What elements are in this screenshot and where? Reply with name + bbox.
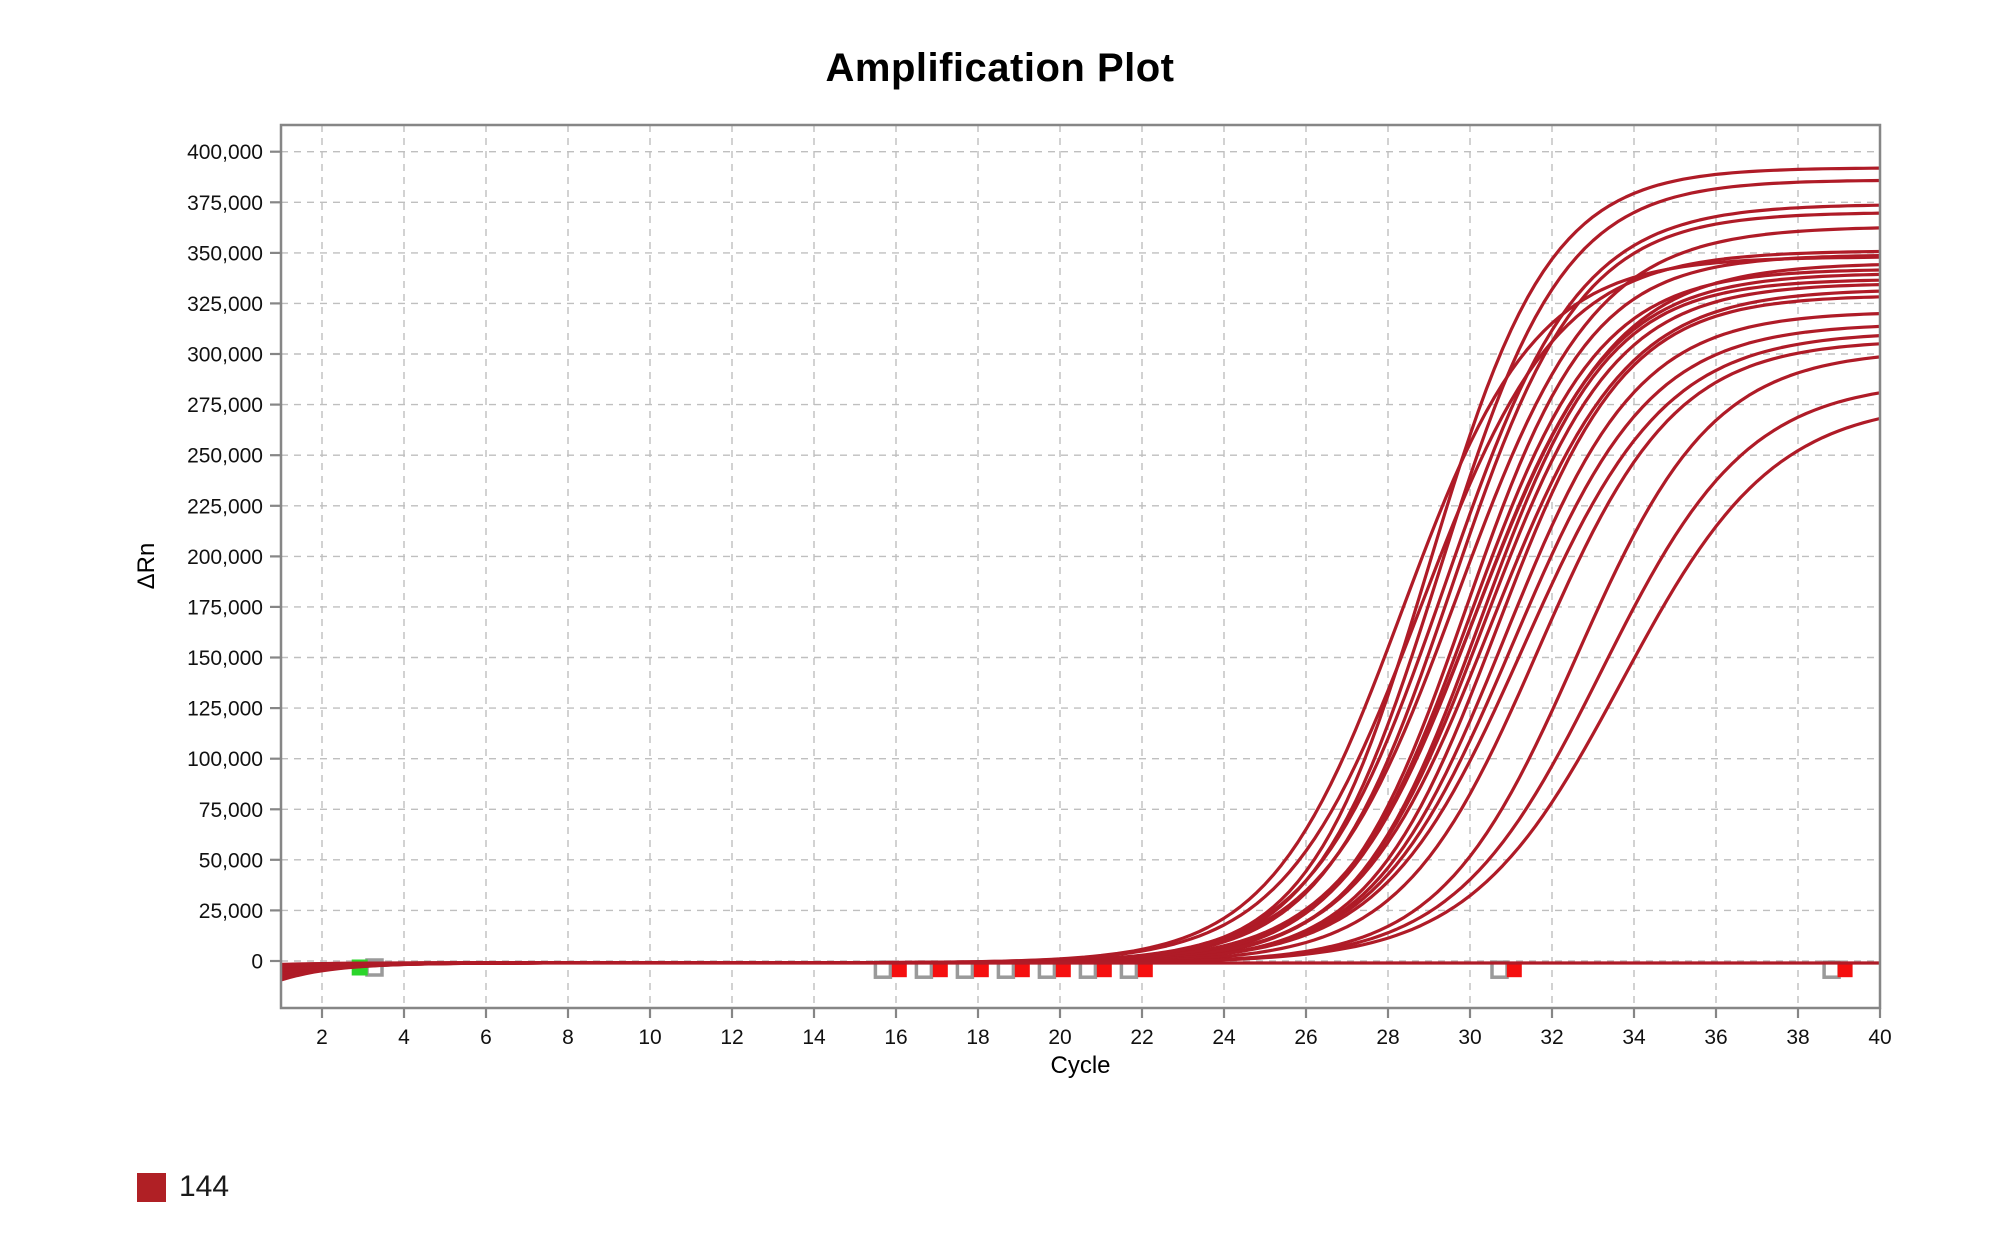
amplification-curve <box>280 166 1881 982</box>
y-tick-label: 325,000 <box>187 293 263 316</box>
amplification-curve <box>280 295 1881 979</box>
x-tick-label: 40 <box>1868 1026 1891 1049</box>
y-tick-label: 400,000 <box>187 141 263 164</box>
x-tick-label: 8 <box>562 1026 574 1049</box>
x-tick-label: 22 <box>1130 1026 1153 1049</box>
x-tick-label: 14 <box>802 1026 826 1049</box>
x-tick-label: 18 <box>966 1026 989 1049</box>
x-tick-label: 6 <box>480 1026 492 1049</box>
amplification-curve <box>280 416 1881 981</box>
x-tick-label: 36 <box>1704 1026 1727 1049</box>
marker-red-square <box>973 962 989 978</box>
legend-swatch <box>137 1172 166 1202</box>
marker-red-square <box>1096 962 1112 978</box>
marker-red-square <box>932 962 948 978</box>
y-tick-label: 300,000 <box>187 344 263 367</box>
marker-red-square <box>1014 962 1030 978</box>
chart-title: Amplification Plot <box>825 46 1175 90</box>
amplification-curve <box>280 961 1880 968</box>
y-tick-label: 225,000 <box>187 495 263 518</box>
amplification-curve <box>280 391 1881 973</box>
legend: 144 <box>137 1170 229 1204</box>
y-tick-label: 50,000 <box>199 849 263 872</box>
x-tick-label: 34 <box>1622 1026 1646 1049</box>
amplification-curve <box>280 278 1881 972</box>
x-tick-label: 38 <box>1786 1026 1809 1049</box>
x-tick-label: 32 <box>1540 1026 1563 1049</box>
y-tick-label: 275,000 <box>187 394 263 417</box>
y-tick-label: 150,000 <box>187 647 263 670</box>
amplification-curve <box>280 289 1881 968</box>
amplification-curve <box>280 268 1881 978</box>
y-tick-label: 375,000 <box>187 192 263 215</box>
y-axis-title: ΔRn <box>133 542 160 590</box>
x-tick-label: 4 <box>398 1026 410 1049</box>
y-tick-label: 200,000 <box>187 546 263 569</box>
y-tick-label: 100,000 <box>187 748 263 771</box>
plot-border <box>279 123 1882 1010</box>
marker-red-square <box>891 962 907 978</box>
amplification-curve <box>280 312 1881 973</box>
legend-label: 144 <box>179 1170 230 1203</box>
x-tick-label: 20 <box>1048 1026 1071 1049</box>
marker-red-square <box>1837 962 1853 978</box>
y-tick-label: 125,000 <box>187 698 263 721</box>
amplification-curve <box>280 355 1881 975</box>
y-tick-label: 75,000 <box>199 799 263 822</box>
marker-red-square <box>1506 962 1522 978</box>
x-tick-label: 26 <box>1294 1026 1317 1049</box>
amplification-curve <box>280 263 1881 981</box>
marker-red-square <box>1137 962 1153 978</box>
y-tick-label: 0 <box>251 951 263 974</box>
amplification-curve <box>280 342 1881 966</box>
amplification-curve <box>280 178 1881 977</box>
x-tick-label: 16 <box>884 1026 907 1049</box>
x-tick-label: 2 <box>316 1026 328 1049</box>
x-axis-title: Cycle <box>1050 1052 1111 1079</box>
amplification-curve <box>280 334 1881 977</box>
y-tick-label: 350,000 <box>187 242 263 265</box>
x-tick-label: 12 <box>720 1026 743 1049</box>
x-tick-label: 24 <box>1212 1026 1236 1049</box>
x-tick-label: 28 <box>1376 1026 1399 1049</box>
amplification-curve <box>280 254 1881 967</box>
y-tick-label: 175,000 <box>187 596 263 619</box>
x-tick-label: 30 <box>1458 1026 1481 1049</box>
amplification-curve <box>280 272 1881 970</box>
marker-red-square <box>1055 962 1071 978</box>
y-tick-label: 25,000 <box>199 900 263 923</box>
x-tick-label: 10 <box>638 1026 661 1049</box>
y-tick-label: 250,000 <box>187 445 263 468</box>
